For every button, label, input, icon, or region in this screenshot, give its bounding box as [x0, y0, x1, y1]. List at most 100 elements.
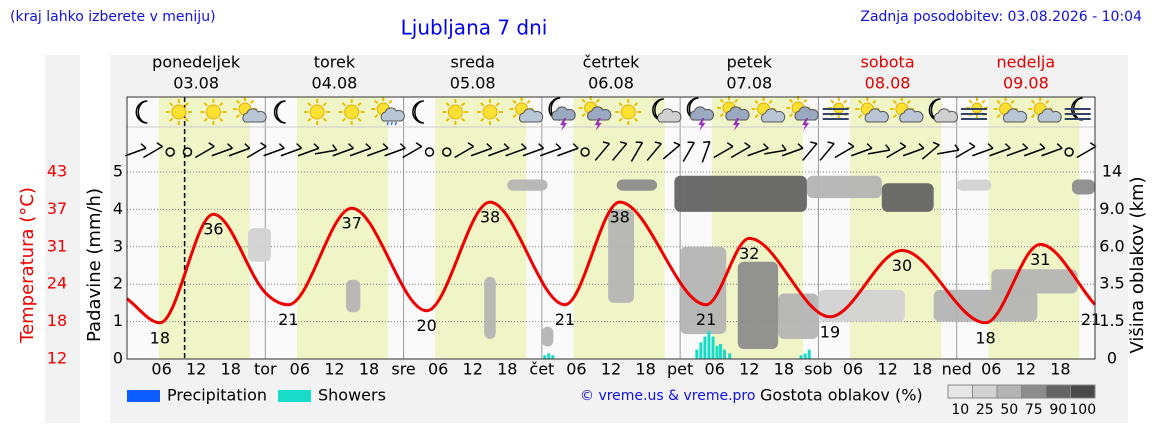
- wind-shaft: [314, 149, 337, 155]
- wind-shaft: [701, 141, 711, 163]
- density-swatch: [1021, 384, 1047, 399]
- cloud: [518, 108, 544, 123]
- wind-shaft: [921, 144, 940, 160]
- wind-shaft: [867, 149, 890, 155]
- x-tick-label: tor: [254, 360, 277, 379]
- x-tick-label: 06: [151, 360, 171, 379]
- cloud: [864, 108, 889, 123]
- sun-ray: [512, 99, 517, 105]
- cloud: [725, 106, 750, 121]
- sun-ray: [374, 99, 379, 105]
- wind-barb: [682, 141, 695, 162]
- sun-ray: [830, 99, 835, 104]
- x-tick-label: 12: [324, 360, 344, 379]
- cloud: [899, 108, 924, 123]
- wind-calm: [182, 147, 193, 157]
- cloud-patch: [541, 326, 554, 347]
- sun-ray: [445, 117, 450, 122]
- sun-ray: [249, 99, 255, 105]
- wind-shaft: [1006, 147, 1028, 157]
- wind-barb: [630, 141, 644, 162]
- x-tick-label: 06: [843, 360, 863, 379]
- wind-shaft: [989, 147, 1011, 157]
- density-label: 100: [1069, 402, 1096, 418]
- sun-ray: [633, 102, 639, 107]
- cloud: [242, 108, 267, 123]
- wind-barb: [662, 141, 681, 160]
- wind-feather: [866, 143, 873, 149]
- wind-barb: [194, 142, 215, 159]
- temp-tick-label: 24: [47, 274, 67, 293]
- wind-calm: [580, 147, 590, 157]
- temp-axis-panel: [45, 55, 80, 423]
- day-name: sobota: [860, 53, 914, 72]
- wind-feather: [620, 141, 627, 145]
- cloud-density-title: Gostota oblakov (%): [760, 386, 923, 405]
- cloud-patch: [345, 279, 361, 313]
- cloud: [587, 106, 612, 121]
- sun-ray: [374, 113, 379, 119]
- x-tick-label: 18: [635, 360, 655, 379]
- wind-shaft: [522, 147, 544, 157]
- update-time: Zadnja posodobitev: 03.08.2026 - 10:04: [860, 9, 1142, 25]
- legend-swatch: [278, 390, 311, 402]
- sun-ray: [981, 99, 986, 104]
- weather-icon: [1028, 97, 1062, 123]
- cloud: [1037, 108, 1062, 123]
- data-layer: ponedeljek 03.08 torek 04.08 sreda 05.08 četrt…: [47, 53, 1125, 419]
- wind-shaft: [834, 145, 855, 159]
- wind-shaft: [747, 147, 769, 157]
- wind-barb: [594, 141, 611, 161]
- sun-ray: [307, 117, 312, 122]
- cloud-patch: [484, 276, 496, 340]
- temp-tick-label: 43: [47, 162, 67, 181]
- cloud-patch: [616, 179, 658, 191]
- wind-feather: [313, 143, 320, 149]
- legend-label: Precipitation: [167, 386, 267, 405]
- wind-shaft: [630, 142, 644, 162]
- wind-shaft: [263, 147, 285, 157]
- sun-ray: [581, 98, 586, 104]
- wind-shaft: [955, 145, 976, 159]
- weather-icon: [548, 97, 576, 131]
- wind-feather: [382, 143, 389, 149]
- weather-icon: [928, 98, 959, 123]
- legend-label: Showers: [318, 386, 386, 405]
- wind-shaft: [367, 147, 389, 157]
- wind-barb: [972, 143, 994, 157]
- temp-label: 37: [342, 214, 362, 233]
- wind-shaft: [194, 145, 215, 159]
- wind-feather: [797, 143, 804, 149]
- wind-feather: [156, 142, 163, 148]
- sun-ray: [892, 113, 897, 119]
- wind-feather: [1022, 143, 1029, 149]
- weather-icon: [786, 96, 819, 131]
- wind-feather: [365, 143, 372, 149]
- subtitle: (kraj lahko izberete v meniju): [10, 9, 216, 25]
- wind-barb: [1006, 143, 1029, 157]
- wind-shaft: [402, 145, 423, 159]
- wind-feather: [1056, 143, 1063, 149]
- temp-label: 38: [609, 208, 629, 227]
- x-tick-label: 06: [981, 360, 1001, 379]
- wind-feather: [602, 141, 610, 145]
- wind-barb: [332, 143, 354, 157]
- wind-shaft: [902, 147, 925, 157]
- sun-ray: [1030, 113, 1036, 119]
- precip-bar: [803, 353, 807, 359]
- wind-feather: [827, 141, 835, 145]
- wind-feather: [703, 140, 710, 144]
- sun-ray: [618, 102, 623, 107]
- wind-feather: [987, 143, 994, 149]
- wind-feather: [726, 142, 734, 148]
- wind-feather: [810, 141, 818, 145]
- weather-icon: [273, 100, 286, 124]
- temp-label: 19: [820, 322, 840, 341]
- moon: [412, 100, 424, 124]
- weather-icon: [412, 100, 424, 124]
- sun-ray: [357, 102, 362, 107]
- wind-feather: [503, 143, 510, 149]
- cloud-patch: [881, 183, 934, 212]
- wind-shaft: [332, 147, 354, 157]
- x-tick-label: 06: [566, 360, 586, 379]
